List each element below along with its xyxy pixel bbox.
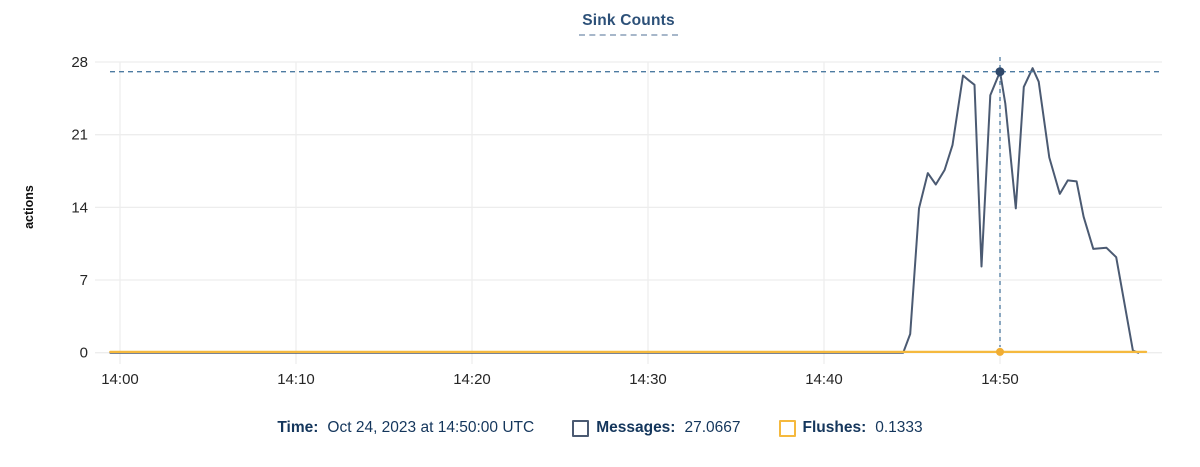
x-tick-label: 14:30 xyxy=(629,371,667,388)
flushes-value: 0.1333 xyxy=(875,419,923,436)
x-tick-label: 14:10 xyxy=(277,371,315,388)
y-tick-label: 7 xyxy=(80,272,88,289)
chart-title-wrap: Sink Counts xyxy=(95,12,1162,36)
y-tick-label: 14 xyxy=(71,199,88,216)
chart-canvas[interactable]: 0 7 14 21 28 14:00 14:10 14:20 14:30 14:40 14:50 ac… xyxy=(0,0,1200,402)
messages-value: 27.0667 xyxy=(684,419,741,436)
y-tick-label: 0 xyxy=(80,345,88,362)
legend-item-flushes[interactable]: Flushes: 0.1333 xyxy=(778,419,923,437)
x-tick-label: 14:20 xyxy=(453,371,491,388)
messages-series-line[interactable] xyxy=(109,67,1140,354)
flushes-swatch-icon xyxy=(778,419,796,437)
x-tick-label: 14:40 xyxy=(805,371,843,388)
messages-crosshair-dot[interactable] xyxy=(995,67,1005,77)
x-tick-label: 14:50 xyxy=(981,371,1019,388)
y-tick-label: 28 xyxy=(71,54,88,71)
messages-swatch-icon xyxy=(572,419,590,437)
flushes-label: Flushes: xyxy=(802,419,867,436)
time-value: Oct 24, 2023 at 14:50:00 UTC xyxy=(327,419,535,436)
tooltip-time: Time: Oct 24, 2023 at 14:50:00 UTC xyxy=(277,419,534,437)
chart-title[interactable]: Sink Counts xyxy=(579,12,678,36)
messages-label: Messages: xyxy=(596,419,676,436)
y-tick-label: 21 xyxy=(71,127,88,144)
x-tick-label: 14:00 xyxy=(101,371,139,388)
legend-item-messages[interactable]: Messages: 27.0667 xyxy=(572,419,741,437)
flushes-crosshair-dot[interactable] xyxy=(996,347,1004,356)
time-label: Time: xyxy=(277,419,319,436)
chart-legend: Time: Oct 24, 2023 at 14:50:00 UTC Messa… xyxy=(0,419,1200,437)
y-axis-title: actions xyxy=(22,185,36,229)
